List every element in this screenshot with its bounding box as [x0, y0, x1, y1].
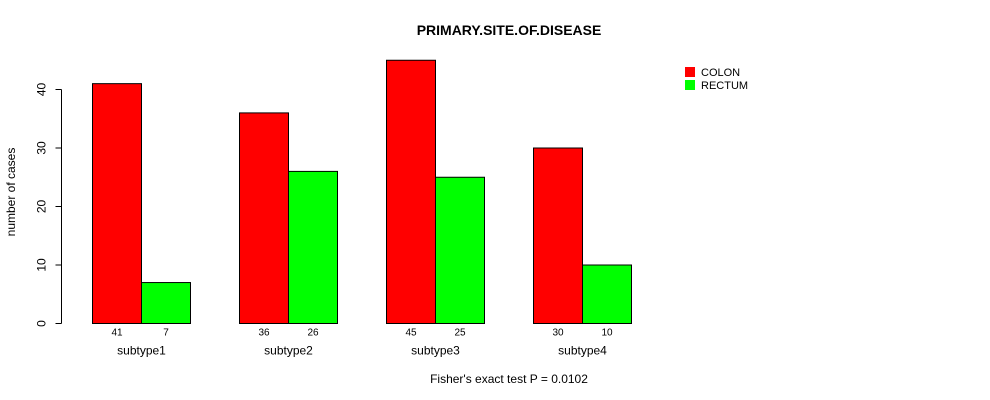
- y-tick-label: 20: [35, 200, 49, 214]
- y-tick-label: 10: [35, 258, 49, 272]
- bar-value-label: 26: [307, 328, 319, 339]
- legend-swatch-colon: [685, 67, 695, 77]
- bar-value-label: 30: [552, 328, 564, 339]
- y-tick-label: 40: [35, 83, 49, 97]
- legend-label-colon: COLON: [701, 67, 740, 79]
- bar-rectum-subtype1: [141, 282, 191, 324]
- category-label-subtype2: subtype2: [264, 344, 313, 358]
- y-tick-label: 30: [35, 141, 49, 155]
- bar-rectum-subtype4: [582, 264, 632, 324]
- bar-value-label: 10: [601, 328, 613, 339]
- bar-value-labels: 41 7 36 26 45 25 30 10: [111, 328, 613, 339]
- bar-rectum-subtype3: [435, 176, 485, 324]
- bar-value-label: 41: [111, 328, 123, 339]
- category-label-subtype1: subtype1: [117, 344, 166, 358]
- y-axis-label: number of cases: [4, 148, 18, 237]
- bar-value-label: 36: [258, 328, 270, 339]
- category-label-subtype4: subtype4: [558, 344, 607, 358]
- category-labels: subtype1 subtype2 subtype3 subtype4: [117, 344, 607, 358]
- bars: [92, 59, 632, 325]
- bar-colon-subtype2: [239, 112, 289, 325]
- legend-label-rectum: RECTUM: [701, 80, 748, 92]
- bar-value-label: 45: [405, 328, 417, 339]
- y-axis: 0 10 20 30 40: [35, 83, 62, 327]
- chart-title: PRIMARY.SITE.OF.DISEASE: [417, 22, 602, 38]
- fisher-test-footnote: Fisher's exact test P = 0.0102: [430, 372, 588, 386]
- bar-value-label: 7: [163, 328, 169, 339]
- bar-value-label: 25: [454, 328, 466, 339]
- bar-colon-subtype3: [386, 59, 436, 324]
- category-label-subtype3: subtype3: [411, 344, 460, 358]
- y-tick-label: 0: [35, 320, 49, 327]
- bar-colon-subtype4: [533, 147, 583, 324]
- legend-swatch-rectum: [685, 80, 695, 90]
- bar-colon-subtype1: [92, 83, 142, 325]
- bar-rectum-subtype2: [288, 170, 338, 324]
